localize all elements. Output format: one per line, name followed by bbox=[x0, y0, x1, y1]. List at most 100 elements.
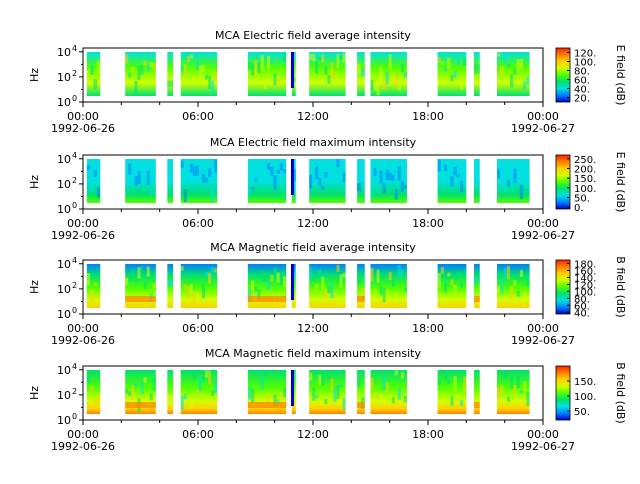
data-texture bbox=[251, 388, 255, 404]
data-texture bbox=[282, 52, 287, 63]
y-tick-label: 10 bbox=[57, 389, 71, 402]
data-texture bbox=[131, 269, 135, 274]
colorbar-tick-label: 150. bbox=[574, 377, 596, 388]
data-texture bbox=[513, 280, 517, 286]
data-segment bbox=[474, 52, 480, 96]
data-texture bbox=[279, 57, 283, 61]
y-tick-exponent: 2 bbox=[72, 69, 77, 78]
data-texture bbox=[312, 53, 316, 62]
data-texture bbox=[440, 399, 444, 407]
data-texture bbox=[201, 174, 206, 183]
colorbar-tick-label: 60. bbox=[574, 301, 590, 312]
data-texture bbox=[96, 395, 101, 406]
data-texture bbox=[391, 175, 395, 181]
data-texture bbox=[321, 276, 325, 290]
data-texture bbox=[519, 390, 524, 394]
data-texture bbox=[201, 283, 206, 299]
data-texture bbox=[318, 374, 322, 385]
x-tick-label: 12:00 bbox=[297, 322, 329, 335]
data-texture bbox=[192, 166, 196, 176]
data-texture bbox=[180, 396, 184, 410]
y-tick-label: 10 bbox=[57, 414, 71, 427]
data-texture bbox=[247, 185, 252, 198]
data-texture bbox=[214, 381, 218, 393]
data-texture bbox=[93, 282, 97, 286]
data-texture bbox=[276, 399, 280, 404]
data-texture bbox=[379, 285, 383, 296]
data-texture bbox=[183, 284, 187, 290]
data-texture bbox=[370, 377, 374, 390]
data-texture bbox=[327, 286, 331, 293]
colorbar-tick-label: 80. bbox=[574, 294, 590, 305]
data-texture bbox=[336, 54, 340, 68]
data-texture bbox=[379, 394, 383, 401]
x-tick-label: 00:00 bbox=[527, 428, 559, 441]
data-texture bbox=[342, 398, 346, 411]
data-texture bbox=[339, 168, 343, 173]
data-segment bbox=[370, 159, 407, 203]
data-texture bbox=[463, 57, 467, 66]
data-texture bbox=[373, 79, 377, 92]
data-texture bbox=[443, 374, 448, 380]
data-texture bbox=[146, 65, 150, 72]
data-texture bbox=[125, 388, 129, 394]
x-tick-label: 18:00 bbox=[412, 110, 444, 123]
data-texture bbox=[342, 272, 346, 278]
data-texture bbox=[183, 189, 187, 202]
colorbar-tick-label: 50. bbox=[574, 407, 590, 418]
data-texture bbox=[376, 180, 380, 194]
data-texture bbox=[333, 71, 337, 78]
data-texture bbox=[189, 54, 193, 59]
data-texture bbox=[315, 283, 319, 292]
data-texture bbox=[189, 398, 193, 410]
colorbar-tick-label: 140. bbox=[574, 273, 596, 284]
x-tick-label: 06:00 bbox=[182, 110, 214, 123]
data-texture bbox=[137, 267, 141, 279]
data-texture bbox=[134, 176, 138, 186]
data-texture bbox=[128, 275, 132, 282]
y-axis-label: Hz bbox=[28, 280, 41, 294]
data-texture bbox=[152, 62, 156, 71]
x-date-end: 1992-06-27 bbox=[511, 122, 575, 135]
data-texture bbox=[93, 398, 97, 403]
y-tick-label: 10 bbox=[57, 258, 71, 271]
colorbar-tick-label: 100. bbox=[574, 184, 596, 195]
data-texture bbox=[523, 81, 527, 89]
data-texture bbox=[254, 286, 258, 292]
data-texture bbox=[357, 63, 361, 74]
colorbar-tick-label: 50. bbox=[574, 193, 590, 204]
data-texture bbox=[400, 181, 404, 192]
colorbar-label: B field (dB) bbox=[614, 362, 627, 423]
data-texture bbox=[189, 284, 193, 295]
x-date-start: 1992-06-26 bbox=[51, 334, 115, 347]
data-texture bbox=[96, 294, 101, 299]
colorbar-label: B field (dB) bbox=[614, 256, 627, 317]
data-texture bbox=[214, 268, 218, 273]
data-texture bbox=[131, 385, 135, 400]
data-texture bbox=[205, 272, 209, 276]
data-texture bbox=[333, 292, 337, 298]
data-texture bbox=[497, 169, 501, 179]
data-texture bbox=[309, 266, 313, 280]
data-texture bbox=[208, 75, 212, 89]
data-texture bbox=[96, 187, 101, 198]
data-texture bbox=[391, 72, 395, 80]
data-texture bbox=[327, 180, 331, 186]
data-texture bbox=[506, 179, 511, 187]
data-texture bbox=[453, 166, 457, 176]
data-texture bbox=[263, 78, 267, 89]
data-texture bbox=[382, 80, 386, 90]
colorbar-tick-label: 120. bbox=[574, 49, 596, 60]
data-texture bbox=[397, 265, 401, 279]
x-tick-label: 00:00 bbox=[527, 322, 559, 335]
colorbar bbox=[555, 365, 571, 421]
data-texture bbox=[312, 170, 316, 182]
data-texture bbox=[324, 288, 328, 300]
data-texture bbox=[312, 276, 316, 282]
data-texture bbox=[282, 276, 287, 288]
x-tick-label: 12:00 bbox=[297, 217, 329, 230]
data-texture bbox=[394, 293, 398, 305]
data-texture bbox=[267, 55, 271, 69]
